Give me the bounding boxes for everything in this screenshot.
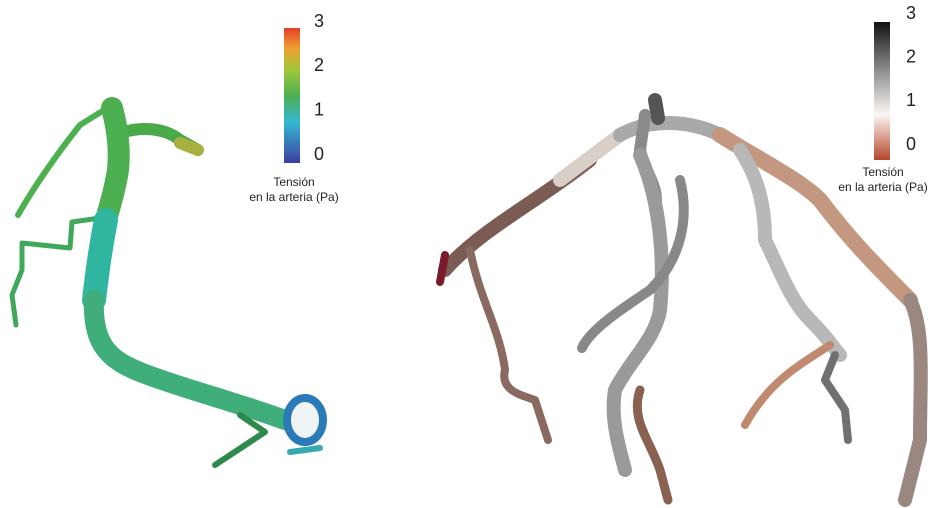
colorbar-label: Tensión bbox=[862, 165, 903, 179]
left-artery bbox=[9, 97, 327, 468]
colorbar-tick-label: 1 bbox=[314, 99, 324, 119]
colorbar-tick-label: 1 bbox=[906, 90, 916, 110]
colorbar-tick-label: 3 bbox=[314, 11, 324, 31]
colorbar-label: en la arteria (Pa) bbox=[838, 180, 927, 194]
colorbar-label: en la arteria (Pa) bbox=[249, 190, 338, 204]
colorbar-tick-label: 2 bbox=[314, 55, 324, 75]
colorbar-tick-label: 0 bbox=[314, 144, 324, 164]
colorbar-tick-label: 0 bbox=[906, 134, 916, 154]
colorbar-tick-label: 2 bbox=[906, 46, 916, 66]
right-artery bbox=[436, 93, 928, 507]
colorbar bbox=[284, 28, 300, 163]
colorbar-label: Tensión bbox=[273, 175, 314, 189]
colorbar-tick-label: 3 bbox=[906, 3, 916, 23]
colorbar bbox=[874, 22, 890, 160]
